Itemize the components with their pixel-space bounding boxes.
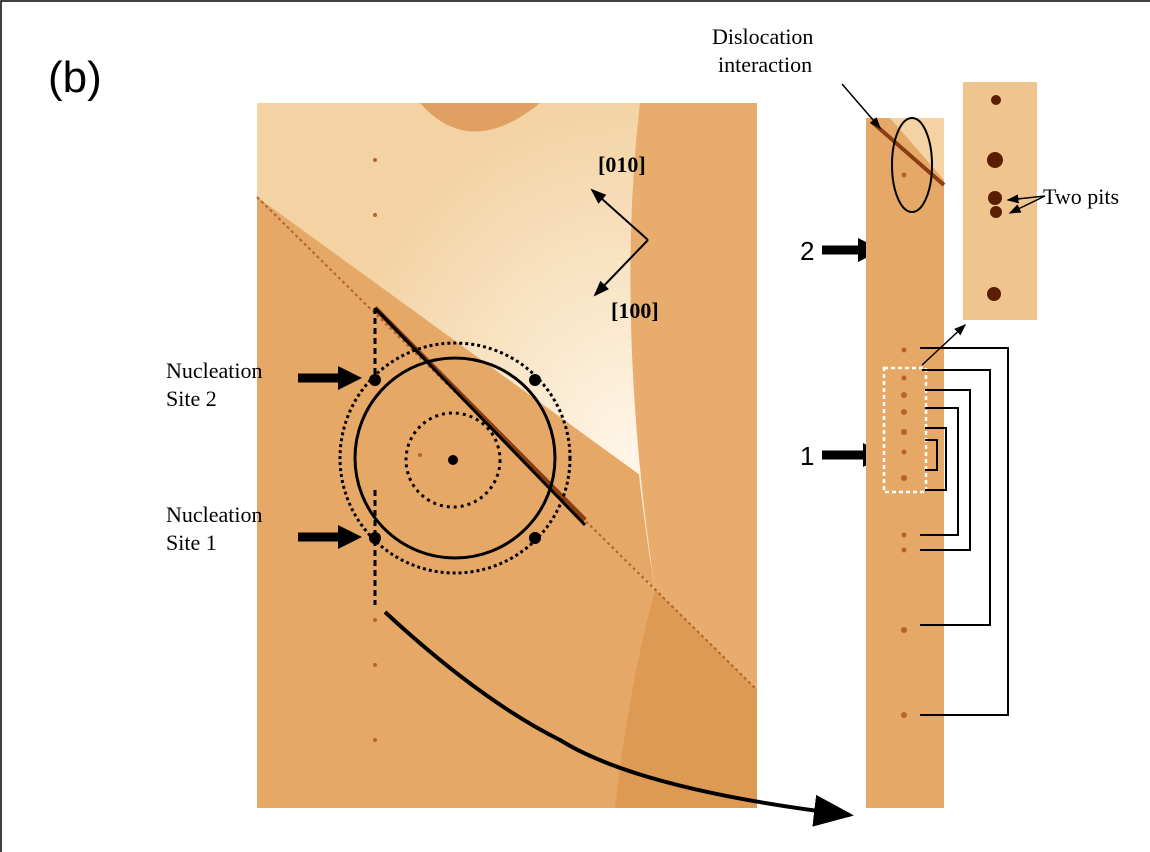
- direction-010: [010]: [598, 152, 646, 177]
- marker-1: 1: [800, 441, 814, 471]
- marker-2: 2: [800, 236, 814, 266]
- dislocation-pointer: [842, 84, 880, 128]
- panel-label: (b): [48, 53, 102, 102]
- figure: [010] [100] NucleationSite 2 NucleationS…: [0, 0, 1150, 852]
- strip-image: [866, 118, 944, 808]
- two-pits-label: Two pits: [1043, 184, 1119, 209]
- direction-100: [100]: [611, 298, 659, 323]
- afm-image: [257, 103, 757, 808]
- inset-image: [963, 82, 1037, 320]
